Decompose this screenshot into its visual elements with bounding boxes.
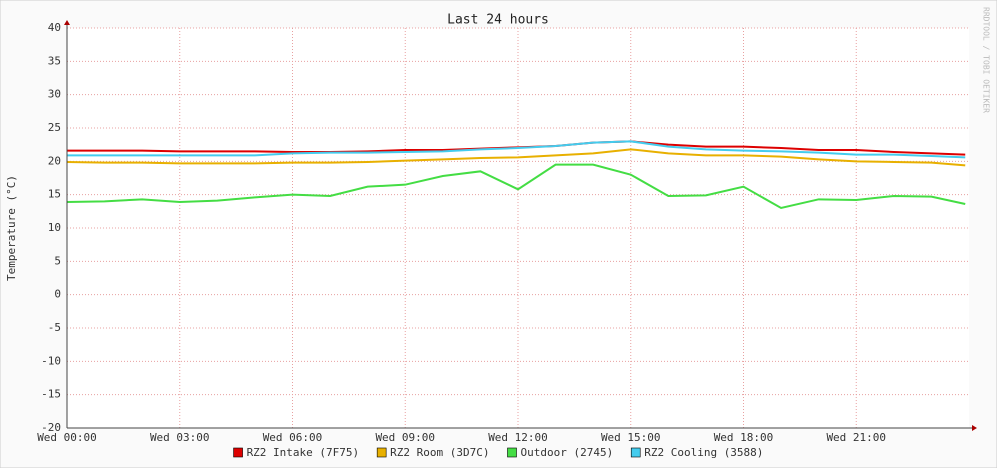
x-tick-label: Wed 09:00 <box>375 431 435 444</box>
y-tick-label: -10 <box>41 354 61 367</box>
x-tick-label: Wed 21:00 <box>826 431 886 444</box>
y-tick-label: 40 <box>48 21 61 34</box>
y-tick-label: 15 <box>48 188 61 201</box>
y-arrow <box>64 20 70 25</box>
legend-swatch <box>630 447 641 458</box>
y-tick-label: 25 <box>48 121 61 134</box>
y-tick-label: -20 <box>41 421 61 434</box>
x-tick-label: Wed 15:00 <box>601 431 661 444</box>
y-tick-label: 30 <box>48 88 61 101</box>
lines <box>66 140 966 210</box>
y-tick-label: 10 <box>48 221 61 234</box>
legend-label: RZ2 Cooling (3588) <box>644 446 763 459</box>
y-tick-label: -5 <box>48 321 61 334</box>
y-axis-label: Temperature (°C) <box>5 175 18 281</box>
y-tick-label: 20 <box>48 154 61 167</box>
legend-label: RZ2 Intake (7F75) <box>247 446 360 459</box>
watermark: RRDTOOL / TOBI OETIKER <box>982 7 991 113</box>
legend-swatch <box>507 447 517 458</box>
grid <box>66 27 969 429</box>
x-tick-label: Wed 12:00 <box>488 431 548 444</box>
series-line <box>67 140 966 159</box>
x-tick-label: Wed 18:00 <box>714 431 774 444</box>
legend-label: RZ2 Room (3D7C) <box>390 446 489 459</box>
series-line <box>66 148 966 167</box>
x-tick-label: Wed 06:00 <box>263 431 323 444</box>
y-tick-label: 0 <box>54 288 61 301</box>
legend: RZ2 Intake (7F75) RZ2 Room (3D7C) Outdoor … <box>233 446 763 459</box>
y-tick-label: 35 <box>48 54 61 67</box>
legend-label: Outdoor (2745) <box>521 446 614 459</box>
x-tick-label: Wed 03:00 <box>150 431 210 444</box>
legend-swatch <box>233 447 243 458</box>
chart-title: Last 24 hours <box>447 13 549 28</box>
x-tick-label: Wed 00:00 <box>37 431 97 444</box>
legend-swatch <box>376 447 387 458</box>
y-tick-label: -15 <box>41 388 61 401</box>
x-arrow <box>972 425 977 431</box>
y-tick-label: 5 <box>54 254 61 267</box>
series-line <box>66 163 966 210</box>
